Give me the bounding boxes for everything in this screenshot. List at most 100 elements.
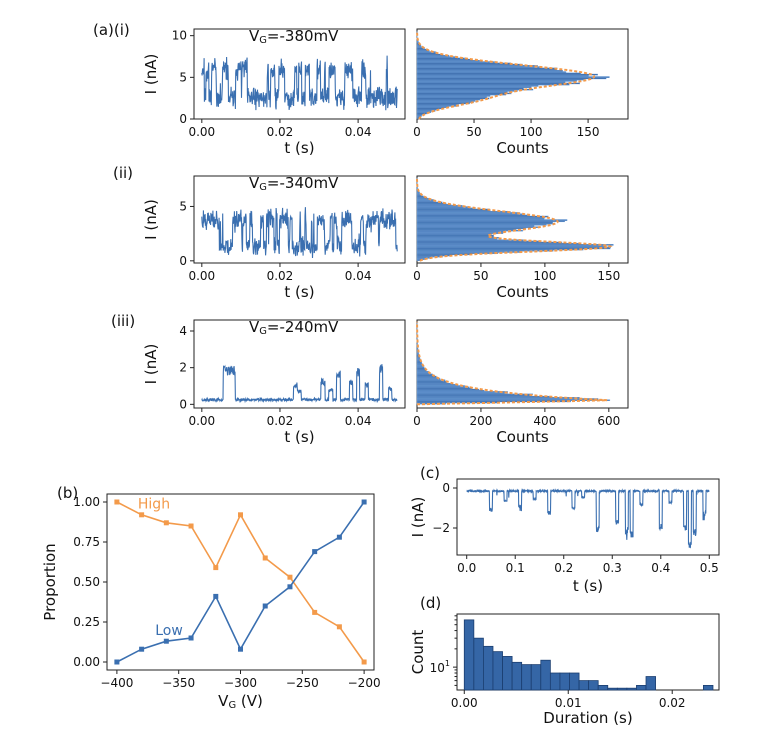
a_iii_trace-ytick-label: 4 <box>179 324 187 338</box>
a_ii_trace-annotation: VG=-340mV <box>249 174 339 193</box>
b-point-high <box>213 565 219 571</box>
b-ytick-label: 0.00 <box>73 655 100 669</box>
c-series-line <box>466 488 710 549</box>
d-bar <box>616 687 628 691</box>
d-bar <box>530 664 542 691</box>
b-point-low <box>114 659 120 665</box>
a_i_trace-series-line <box>201 55 398 111</box>
a_iii_hist-xtick-label: 0 <box>413 414 421 428</box>
a_ii_hist-xtick-label: 150 <box>597 269 620 283</box>
a_ii_trace-xtick-label: 0.00 <box>188 269 215 283</box>
a_ii_hist-fit-line <box>416 178 613 262</box>
a_i_trace-frame <box>193 28 406 120</box>
d-bar <box>597 685 609 691</box>
c-xtick-label: 0.3 <box>603 561 622 575</box>
d-bar <box>492 651 503 691</box>
d-bar <box>559 672 570 691</box>
d-bar <box>483 645 494 691</box>
a_iii_trace-frame <box>193 319 406 409</box>
b-point-low <box>238 646 243 652</box>
b-legend-low: Low <box>155 623 183 639</box>
b-point-high <box>139 512 145 518</box>
b-ytick-label: 0.75 <box>73 535 100 549</box>
b-xtick-label: −200 <box>348 676 381 690</box>
d-bar <box>521 664 532 691</box>
a_i_trace-xtick-label: 0.04 <box>345 125 372 139</box>
a_ii_trace-series-line <box>201 207 398 259</box>
b-ytick-label: 0.50 <box>73 575 100 589</box>
d-ytick-label: 101 <box>430 659 450 675</box>
b-xtick-label: −350 <box>162 676 195 690</box>
b-legend-high: High <box>138 496 170 512</box>
d-xtick-label: 0.00 <box>451 696 478 710</box>
panel-label-a-ii: (ii) <box>113 164 133 182</box>
a_ii_hist-xtick-label: 100 <box>533 269 556 283</box>
a_iii_trace-annotation: VG=-240mV <box>249 318 339 337</box>
a_i_hist-xtick-label: 50 <box>466 125 481 139</box>
panel-label-d: (d) <box>420 594 441 612</box>
b-point-low <box>262 603 268 609</box>
d-bar <box>549 672 561 691</box>
d-bar <box>607 687 618 691</box>
b-series-high-line <box>116 501 365 663</box>
panel-label-b: (b) <box>57 484 78 502</box>
a_ii_trace-xlabel: t (s) <box>284 283 314 301</box>
c-ytick-label: −2 <box>432 521 450 535</box>
d-bar <box>626 687 637 691</box>
a_ii_trace-frame <box>193 175 406 264</box>
d-xtick-label: 0.02 <box>659 696 686 710</box>
b-point-low <box>139 646 145 652</box>
b-point-high <box>188 523 194 529</box>
b-point-low <box>287 584 293 590</box>
b-point-high <box>312 609 318 615</box>
a_i_trace-annotation: VG=-380mV <box>249 27 339 46</box>
a_i_hist-xtick-label: 0 <box>413 125 421 139</box>
a_i_hist-xtick-label: 100 <box>520 125 543 139</box>
b-point-low <box>163 638 169 644</box>
b-point-high <box>336 624 342 630</box>
a_iii_trace-ylabel: I (nA) <box>142 344 160 385</box>
panel-label-a-i: (a)(i) <box>93 21 130 39</box>
c-xtick-label: 0.5 <box>700 561 719 575</box>
a_ii_trace-ytick-label: 0 <box>179 254 187 268</box>
d-bar <box>463 619 475 691</box>
a_ii_trace-xtick-label: 0.04 <box>345 269 372 283</box>
b-frame <box>106 493 375 671</box>
a_i_trace-ytick-label: 5 <box>179 70 187 84</box>
b-xtick-label: −300 <box>224 676 257 690</box>
d-bar <box>540 659 551 691</box>
d-ylabel: Count <box>409 630 427 675</box>
d-xlabel: Duration (s) <box>543 709 632 727</box>
c-ylabel: I (nA) <box>409 497 427 538</box>
a_iii_hist-xtick-label: 600 <box>597 414 620 428</box>
a_iii_trace-ytick-label: 2 <box>179 361 187 375</box>
b-point-low <box>188 635 194 641</box>
d-bar <box>502 656 513 691</box>
c-ytick-label: 0 <box>442 481 450 495</box>
b-xtick-label: −400 <box>100 676 133 690</box>
b-ytick-label: 1.00 <box>73 495 100 509</box>
c-xtick-label: 0.4 <box>651 561 670 575</box>
a_i_trace-ytick-label: 0 <box>179 112 187 126</box>
c-xtick-label: 0.2 <box>554 561 573 575</box>
panel-label-a-iii: (iii) <box>111 312 135 330</box>
b-point-low <box>312 549 318 555</box>
a_iii_hist-xtick-label: 400 <box>533 414 556 428</box>
a_iii_trace-ytick-label: 0 <box>179 397 187 411</box>
c-xtick-label: 0.1 <box>506 561 525 575</box>
a_ii_hist-xtick-label: 0 <box>413 269 421 283</box>
c-xtick-label: 0.0 <box>457 561 476 575</box>
a_i_trace-xlabel: t (s) <box>284 139 314 157</box>
d-bar <box>569 672 580 691</box>
d-bar <box>473 637 484 691</box>
b-point-low <box>336 534 342 540</box>
c-frame <box>456 478 720 556</box>
d-bar <box>645 676 656 691</box>
a_i_hist-fit-line <box>416 31 596 120</box>
a_i_trace-ytick-label: 10 <box>172 29 187 43</box>
a_i_hist-xtick-label: 150 <box>577 125 600 139</box>
b-point-high <box>361 659 367 665</box>
a_i_trace-xtick-label: 0.00 <box>188 125 215 139</box>
d-bar <box>578 680 590 691</box>
